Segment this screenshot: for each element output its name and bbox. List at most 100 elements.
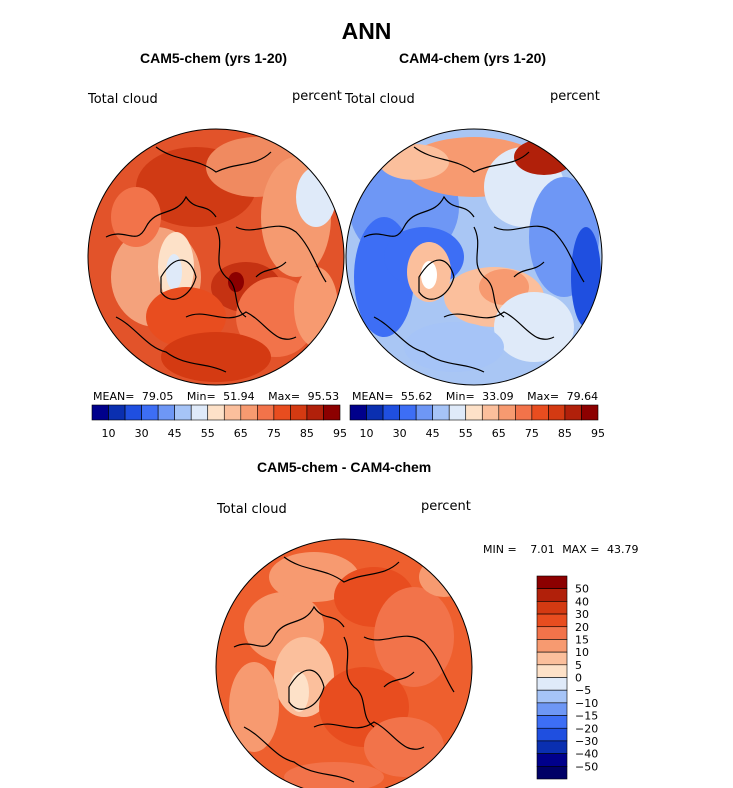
colorbar-swatch [531, 404, 549, 421]
colorbar-tick-label: −50 [575, 760, 598, 773]
map-contour-region [161, 332, 271, 382]
map-contour-region [419, 557, 469, 597]
coastline [215, 226, 247, 318]
coastline [383, 671, 415, 688]
panel-1-units-label: percent [292, 89, 342, 104]
map-border [345, 128, 603, 386]
colorbar-swatch [548, 404, 566, 421]
colorbar-swatch [536, 651, 568, 666]
panel-1-title: CAM5-chem (yrs 1-20) [140, 50, 288, 66]
coastline [160, 259, 197, 300]
panel-3-min-value: 7.01 [530, 543, 555, 556]
map-coastlines-3 [233, 556, 455, 783]
colorbar-tick-label: 55 [201, 427, 215, 440]
panel-2-mean-value: 55.62 [400, 390, 433, 403]
map-contour-region [379, 144, 449, 180]
panel-1-max-label: Max= [268, 390, 301, 403]
colorbar-swatch [257, 404, 275, 421]
colorbar-swatch [536, 677, 568, 691]
colorbar-swatch [207, 404, 225, 421]
colorbar-tick-label: −5 [575, 684, 591, 697]
map-contour-region [229, 662, 279, 752]
colorbar-tick-label: 45 [168, 427, 182, 440]
colorbar-swatch [240, 404, 258, 421]
colorbar-tick-label: 5 [575, 659, 582, 672]
map-contour-region [404, 322, 504, 372]
coastline [233, 605, 345, 648]
colorbar-swatch [536, 727, 568, 742]
coastline [288, 669, 325, 710]
colorbar-swatch [415, 404, 433, 421]
map-contour-region [421, 261, 437, 289]
map-contour-region [494, 292, 574, 362]
coastline [418, 259, 455, 300]
coastline [473, 226, 505, 318]
colorbar-swatch [536, 702, 568, 716]
panel-1-variable-label: Total cloud [88, 92, 158, 107]
figure-title: ANN [341, 18, 392, 44]
panel-3-stats: MIN = 7.01 MAX = 43.79 [483, 543, 638, 556]
colorbar-swatch [515, 404, 533, 421]
panel-3-max-label: MAX = [562, 543, 600, 556]
map-field-1 [88, 129, 344, 385]
polar-map-1 [87, 128, 345, 386]
colorbar-swatch [124, 404, 142, 421]
colorbar-tick-label: 10 [575, 646, 589, 659]
coastline [235, 225, 327, 283]
map-contour-region [166, 254, 182, 290]
panel-1-min-value: 51.94 [223, 390, 255, 403]
colorbar-swatch [581, 404, 599, 421]
colorbar-swatch [157, 404, 175, 421]
colorbar-swatch [91, 404, 109, 421]
map-contour-region [364, 717, 444, 777]
colorbar-swatch [399, 404, 417, 421]
map-field-3 [216, 539, 472, 788]
map-border [215, 538, 473, 788]
colorbar-tick-label: −30 [575, 735, 598, 748]
colorbar-2: 10 30 45 55 65 75 85 95 [349, 404, 605, 440]
colorbar-tick-label: 40 [575, 595, 589, 608]
panel-2-title: CAM4-chem (yrs 1-20) [399, 50, 547, 66]
colorbar-swatch [481, 404, 500, 421]
colorbar-swatch [536, 715, 568, 729]
colorbar-tick-label: 85 [558, 427, 572, 440]
colorbar-swatch [536, 613, 568, 628]
panel-1-min-label: Min= [186, 390, 216, 403]
colorbar-swatch [223, 404, 242, 421]
coastline [443, 311, 555, 340]
map-contour-region [294, 267, 338, 347]
colorbar-tick-label: 55 [459, 427, 473, 440]
polar-map-2 [345, 128, 603, 386]
colorbar-tick-label: 65 [234, 427, 248, 440]
colorbar-tick-label: 15 [575, 633, 589, 646]
panel-2-max-label: Max= [527, 390, 560, 403]
colorbar-tick-label: 95 [333, 427, 347, 440]
coastline [243, 726, 355, 783]
map-field-2 [346, 129, 602, 385]
colorbar-swatch [273, 404, 291, 421]
colorbar-swatch [536, 626, 568, 640]
colorbar-swatch [536, 766, 568, 780]
colorbar-tick-label: 10 [360, 427, 374, 440]
colorbar-tick-label: 45 [426, 427, 440, 440]
colorbar-swatch [108, 404, 126, 421]
colorbar-tick-label: 65 [492, 427, 506, 440]
colorbar-swatch [465, 404, 483, 421]
colorbar-tick-label: 20 [575, 621, 589, 634]
map-contour-region [289, 672, 309, 712]
colorbar-swatch [498, 404, 516, 421]
colorbar-swatch [536, 575, 568, 589]
colorbar-swatch [366, 404, 384, 421]
colorbar-swatch [536, 753, 568, 767]
colorbar-tick-label: 75 [525, 427, 539, 440]
panel-2-mean-label: MEAN= [352, 390, 394, 403]
panel-3-units-label: percent [421, 499, 471, 514]
map-contour-region [296, 167, 336, 227]
coastline [413, 146, 530, 173]
colorbar-1: 10 30 45 55 65 75 85 95 [91, 404, 347, 440]
panel-2-min-label: Min= [445, 390, 475, 403]
panel-1-stats: MEAN= 79.05 Min= 51.94 Max= 95.53 [93, 390, 339, 403]
coastline [493, 225, 585, 283]
